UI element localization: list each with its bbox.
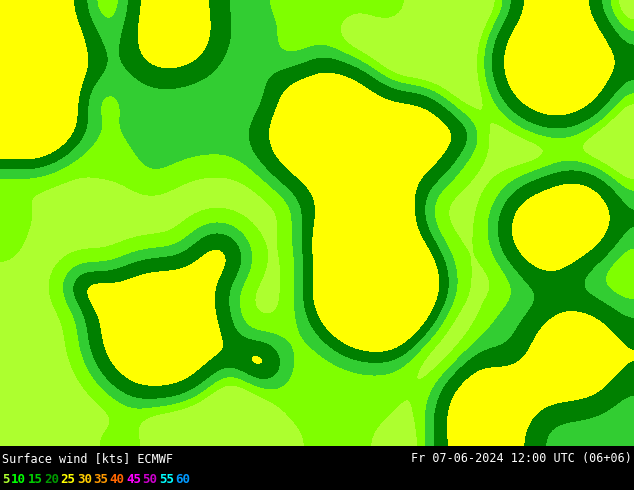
Text: 25: 25 [60,473,75,487]
Text: 55: 55 [158,473,174,487]
Text: 15: 15 [28,473,42,487]
Text: Surface wind [kts] ECMWF: Surface wind [kts] ECMWF [2,452,173,465]
Text: 30: 30 [77,473,92,487]
Text: 35: 35 [93,473,108,487]
Text: 10: 10 [11,473,26,487]
Text: 60: 60 [175,473,190,487]
Text: 45: 45 [126,473,141,487]
Text: 5: 5 [2,473,10,487]
Text: 20: 20 [44,473,59,487]
Text: 40: 40 [110,473,125,487]
Text: Fr 07-06-2024 12:00 UTC (06+06): Fr 07-06-2024 12:00 UTC (06+06) [411,452,632,465]
Text: 50: 50 [143,473,157,487]
